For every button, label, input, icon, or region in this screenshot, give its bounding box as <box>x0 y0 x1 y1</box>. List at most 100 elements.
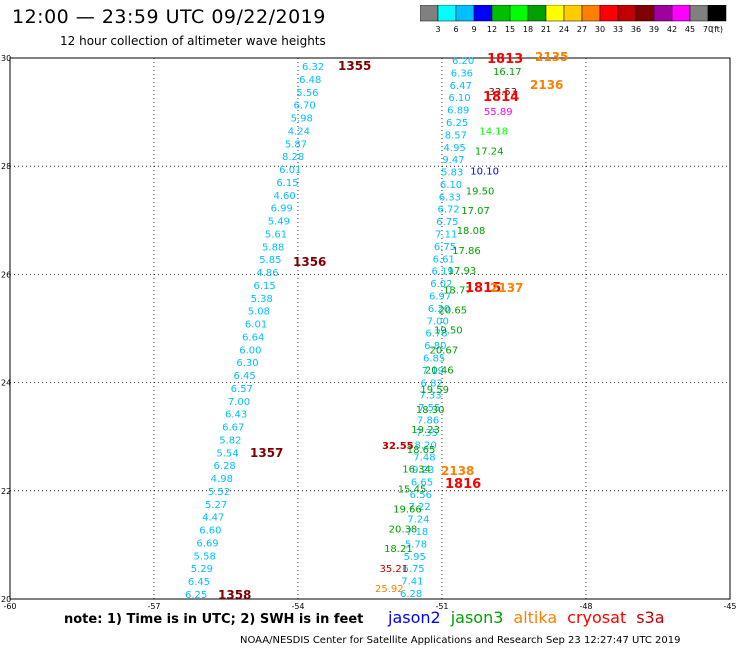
swh-value-mid-track: 7.24 <box>407 515 429 526</box>
map-subtitle: 12 hour collection of altimeter wave hei… <box>60 34 326 48</box>
swh-value-right-track: 17.86 <box>452 246 481 257</box>
swh-value-left-track: 6.99 <box>271 204 293 215</box>
swh-value-left-track: 4.47 <box>202 513 224 524</box>
swh-value-left-track: 7.00 <box>228 397 250 408</box>
swh-value-mid-track: 6.56 <box>410 490 432 501</box>
pass-label: 1814 <box>483 90 519 105</box>
swh-value-mid-track: 6.10 <box>440 180 462 191</box>
swh-value-left-track: 5.82 <box>219 435 241 446</box>
colorbar-label: 27 <box>577 25 587 34</box>
swh-value-mid-track: 6.36 <box>451 68 473 79</box>
swh-value-left-track: 5.27 <box>205 500 227 511</box>
swh-value-left-track: 6.43 <box>225 410 247 421</box>
swh-value-mid-track: 6.82 <box>421 378 443 389</box>
colorbar-label: 6 <box>453 25 458 34</box>
swh-value-mid-track: 7.86 <box>417 415 439 426</box>
swh-value-left-track: 6.15 <box>276 178 298 189</box>
swh-value-mid-track: 7.41 <box>401 577 423 588</box>
swh-value-left-track: 5.49 <box>268 217 290 228</box>
swh-value-right-track: 18.08 <box>457 226 486 237</box>
swh-value-mid-track: 7.48 <box>413 453 435 464</box>
swh-value-right-track: 19.66 <box>393 504 422 515</box>
swh-value-left-track: 6.25 <box>185 590 207 601</box>
swh-value-right-track: 18.65 <box>407 445 436 456</box>
swh-value-left-track: 4.86 <box>256 268 278 279</box>
swh-value-left-track: 5.29 <box>191 564 213 575</box>
swh-value-right-track: 20.38 <box>389 524 418 535</box>
swh-value-left-track: 6.00 <box>239 345 261 356</box>
swh-value-right-track: 33.53 <box>488 87 517 98</box>
swh-value-left-track: 6.48 <box>299 75 321 86</box>
swh-value-left-track: 6.45 <box>188 577 210 588</box>
colorbar-label: 70 <box>703 25 713 34</box>
colorbar-label: (ft) <box>711 25 723 34</box>
swh-value-mid-track: 7.11 <box>435 230 457 241</box>
map-frame <box>9 57 731 600</box>
swh-value-mid-track: 6.72 <box>437 205 459 216</box>
swh-value-mid-track: 6.61 <box>433 254 455 265</box>
satellite-legend-item: s3a <box>636 608 665 627</box>
swh-value-mid-track: 7.35 <box>416 428 438 439</box>
swh-value-left-track: 6.60 <box>199 526 221 537</box>
swh-value-mid-track: 6.47 <box>450 81 472 92</box>
swh-value-right-track: 25.92 <box>375 584 404 595</box>
swh-value-mid-track: 4.95 <box>444 143 466 154</box>
swh-value-mid-track: 6.19 <box>431 267 453 278</box>
lon-tick-label: -51 <box>435 602 448 611</box>
pass-label: 1358 <box>218 588 251 602</box>
lat-tick-label: 24 <box>1 379 11 388</box>
pass-label: 32.55 <box>382 441 414 452</box>
satellite-legend-item: altika <box>513 608 558 627</box>
swh-value-left-track: 6.15 <box>253 281 275 292</box>
swh-value-left-track: 4.60 <box>273 191 295 202</box>
swh-value-right-track: 10.10 <box>470 166 499 177</box>
swh-value-left-track: 6.45 <box>234 371 256 382</box>
swh-value-left-track: 5.87 <box>285 139 307 150</box>
swh-value-right-track: 18.21 <box>384 544 413 555</box>
lat-tick-label: 22 <box>1 487 11 496</box>
colorbar-label: 24 <box>559 25 569 34</box>
swh-value-mid-track: 5.78 <box>405 539 427 550</box>
swh-value-mid-track: 8.20 <box>415 440 437 451</box>
swh-value-mid-track: 9.23 <box>412 465 434 476</box>
swh-value-left-track: 4.24 <box>288 126 310 137</box>
swh-value-mid-track: 6.78 <box>425 329 447 340</box>
lat-tick-label: 20 <box>1 595 11 604</box>
swh-value-mid-track: 6.75 <box>402 564 424 575</box>
swh-value-right-track: 16.17 <box>493 67 522 78</box>
swh-value-left-track: 5.88 <box>262 242 284 253</box>
swh-value-left-track: 6.32 <box>302 62 324 73</box>
swh-value-mid-track: 6.10 <box>448 93 470 104</box>
swh-value-mid-track: 6.85 <box>423 353 445 364</box>
swh-value-mid-track: 6.75 <box>436 217 458 228</box>
footnote: note: 1) Time is in UTC; 2) SWH is in fe… <box>64 612 364 627</box>
swh-value-left-track: 6.67 <box>222 423 244 434</box>
swh-value-right-track: 18.77 <box>443 286 472 297</box>
swh-value-left-track: 5.61 <box>265 229 287 240</box>
map-title: 12:00 — 23:59 UTC 09/22/2019 <box>12 6 326 28</box>
swh-value-left-track: 4.98 <box>211 474 233 485</box>
pass-label: 2138 <box>441 464 474 478</box>
swh-value-left-track: 5.98 <box>291 114 313 125</box>
lat-tick-label: 30 <box>1 54 11 63</box>
swh-value-mid-track: 6.89 <box>447 106 469 117</box>
colorbar-label: 39 <box>649 25 659 34</box>
satellite-legend-item: jason3 <box>450 608 504 627</box>
swh-value-left-track: 5.54 <box>216 448 238 459</box>
swh-value-right-track: 18.30 <box>416 405 445 416</box>
pass-label: 2137 <box>490 281 523 295</box>
swh-value-right-track: 55.89 <box>484 107 513 118</box>
swh-value-right-track: 17.07 <box>461 206 490 217</box>
swh-value-left-track: 5.52 <box>208 487 230 498</box>
swh-value-mid-track: 9.47 <box>442 155 464 166</box>
swh-value-mid-track: 6.80 <box>424 341 446 352</box>
lon-tick-label: -45 <box>723 602 736 611</box>
swh-value-right-track: 19.59 <box>420 385 449 396</box>
swh-value-mid-track: 6.65 <box>411 477 433 488</box>
swh-value-right-track: 19.23 <box>411 425 440 436</box>
swh-value-left-track: 6.69 <box>196 538 218 549</box>
swh-value-left-track: 6.01 <box>245 320 267 331</box>
swh-value-mid-track: 7.00 <box>427 316 449 327</box>
swh-value-mid-track: 6.25 <box>446 118 468 129</box>
swh-value-left-track: 5.38 <box>251 294 273 305</box>
